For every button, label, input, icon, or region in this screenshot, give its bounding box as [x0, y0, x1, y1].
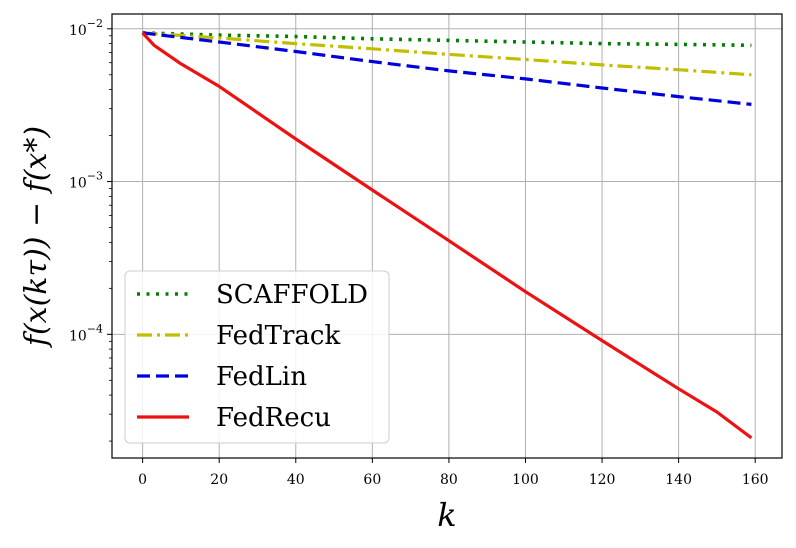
x-tick-label: 120 — [589, 472, 616, 488]
x-tick-label: 20 — [210, 472, 228, 488]
legend-label: FedRecu — [216, 403, 331, 433]
legend-box — [124, 270, 390, 444]
series-line-fedtrack — [142, 31, 752, 77]
x-tick-label: 40 — [287, 472, 305, 488]
x-tick-label: 80 — [440, 472, 458, 488]
legend-label: FedLin — [216, 362, 307, 392]
series-line-fedrecu — [141, 31, 753, 440]
legend: SCAFFOLD FedTrack FedLin FedRecu — [124, 270, 390, 444]
series-line-fedlin — [142, 31, 752, 106]
legend-label: SCAFFOLD — [216, 280, 368, 310]
series-layer — [141, 31, 753, 440]
plot-frame — [111, 13, 783, 459]
series-line-scaffold — [142, 31, 752, 48]
x-tick-label: 60 — [363, 472, 381, 488]
ticks: 0 20 40 60 80 100 120 140 160 10−4 10−3 10−2 — [69, 17, 769, 488]
x-axis-label: k — [437, 496, 456, 534]
y-tick-label: 10−2 — [69, 17, 103, 39]
x-tick-label: 140 — [665, 472, 692, 488]
x-tick-label: 0 — [138, 472, 147, 488]
legend-label: FedTrack — [216, 321, 340, 351]
x-tick-label: 100 — [512, 472, 539, 488]
x-tick-label: 160 — [742, 472, 769, 488]
y-axis-label: f(x(kτ)) − f(x*) — [19, 126, 54, 348]
y-tick-label: 10−3 — [69, 170, 103, 192]
y-tick-label: 10−4 — [69, 322, 103, 344]
